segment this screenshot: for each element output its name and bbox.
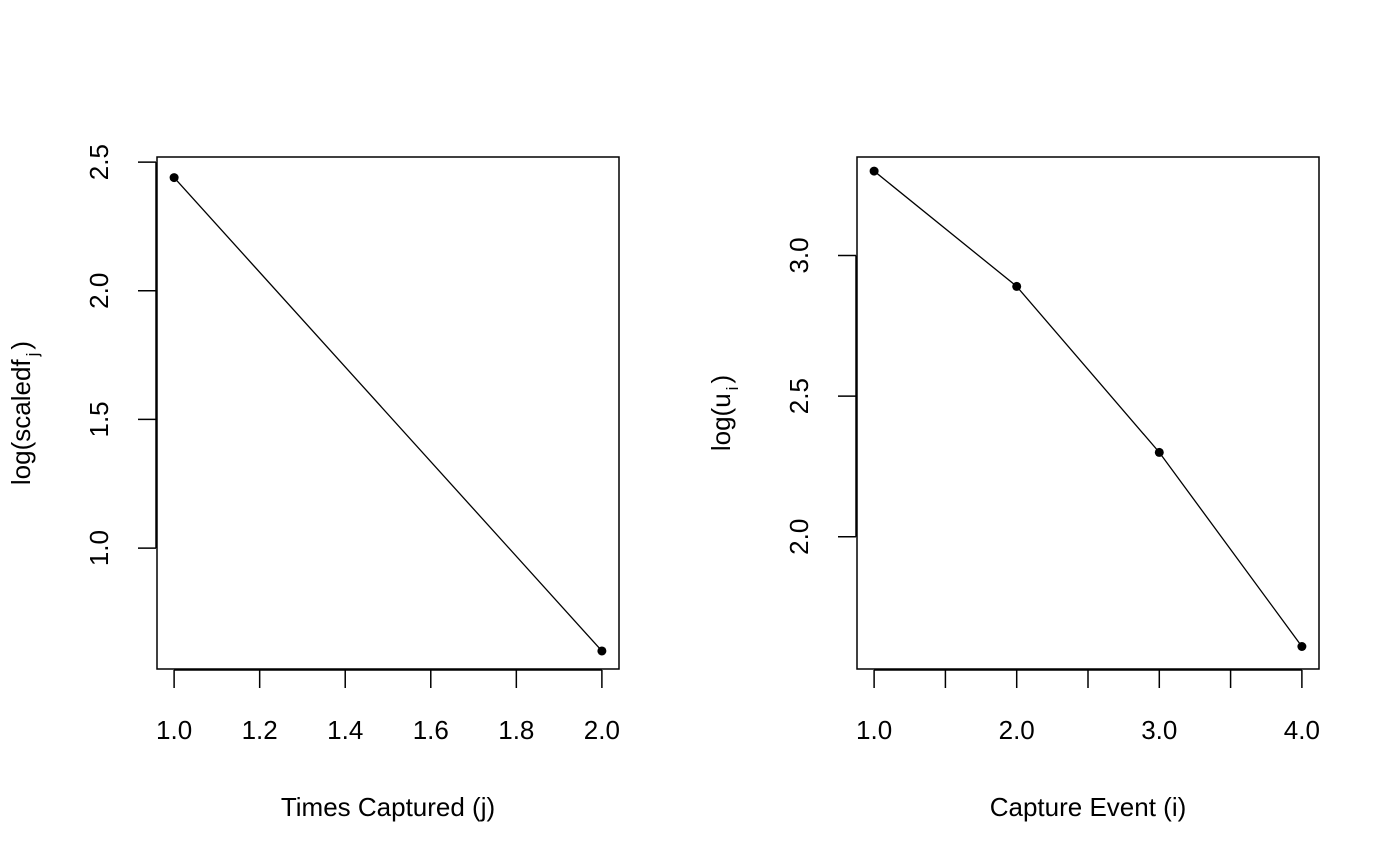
right-x-tick-label: 4.0 xyxy=(1284,715,1320,745)
right-data-point xyxy=(1154,447,1164,457)
left-x-tick-label: 1.0 xyxy=(156,715,192,745)
right-y-tick-label: 3.0 xyxy=(784,237,814,273)
right-y-title-post: ) xyxy=(706,375,736,384)
right-y-tick-label: 2.5 xyxy=(784,378,814,414)
left-x-tick-label: 1.6 xyxy=(413,715,449,745)
right-y-title-sub: i xyxy=(723,387,742,391)
right-data-point xyxy=(1012,281,1022,291)
right-x-tick-label: 1.0 xyxy=(856,715,892,745)
left-y-tick-label: 2.0 xyxy=(84,273,114,309)
left-x-tick-label: 1.2 xyxy=(242,715,278,745)
left-x-axis: 1.0 1.2 1.4 1.6 1.8 2.0 xyxy=(156,669,620,745)
left-plot-panel: 1.0 1.2 1.4 1.6 1.8 2.0 1.0 1.5 2.0 2.5 Times Ca… xyxy=(6,144,620,822)
left-x-tick-label: 2.0 xyxy=(584,715,620,745)
left-x-tick-label: 1.8 xyxy=(498,715,534,745)
left-y-tick-label: 2.5 xyxy=(84,144,114,180)
left-plot-box xyxy=(156,156,620,670)
left-y-title-post: ) xyxy=(6,341,36,350)
right-y-title-pre: log(u xyxy=(706,393,736,451)
right-y-axis: 2.0 2.5 3.0 xyxy=(784,237,857,555)
right-plot-panel: 1.0 2.0 3.0 4.0 2.0 2.5 3.0 Capture Event (i)… xyxy=(706,156,1320,822)
right-y-tick-label: 2.0 xyxy=(784,519,814,555)
left-x-tick-label: 1.4 xyxy=(327,715,363,745)
right-data-point xyxy=(869,166,879,176)
right-data-series xyxy=(869,166,1307,651)
right-x-axis: 1.0 2.0 3.0 4.0 xyxy=(856,669,1320,745)
left-y-tick-label: 1.5 xyxy=(84,401,114,437)
left-data-series xyxy=(169,173,607,656)
right-x-tick-label: 3.0 xyxy=(1141,715,1177,745)
left-data-point xyxy=(169,173,179,183)
right-series-line xyxy=(873,170,1303,647)
left-series-line xyxy=(173,177,603,652)
left-data-point xyxy=(597,646,607,656)
left-y-tick-label: 1.0 xyxy=(84,530,114,566)
right-x-axis-title: Capture Event (i) xyxy=(990,792,1187,822)
right-x-tick-label: 2.0 xyxy=(999,715,1035,745)
left-y-axis-title: log(scaledfj) xyxy=(6,341,42,485)
right-y-axis-title: log(u i) xyxy=(706,375,742,451)
left-y-axis: 1.0 1.5 2.0 2.5 xyxy=(84,144,157,566)
left-y-title-sub: j xyxy=(23,353,42,358)
left-x-axis-title: Times Captured (j) xyxy=(281,792,495,822)
left-y-title-pre: log(scaledf xyxy=(6,359,36,486)
right-plot-box xyxy=(856,156,1320,670)
right-data-point xyxy=(1297,641,1307,651)
